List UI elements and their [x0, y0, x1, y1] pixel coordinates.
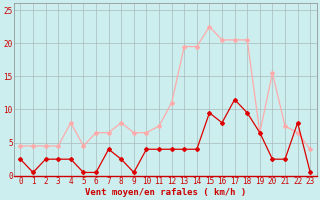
X-axis label: Vent moyen/en rafales ( km/h ): Vent moyen/en rafales ( km/h ): [85, 188, 246, 197]
